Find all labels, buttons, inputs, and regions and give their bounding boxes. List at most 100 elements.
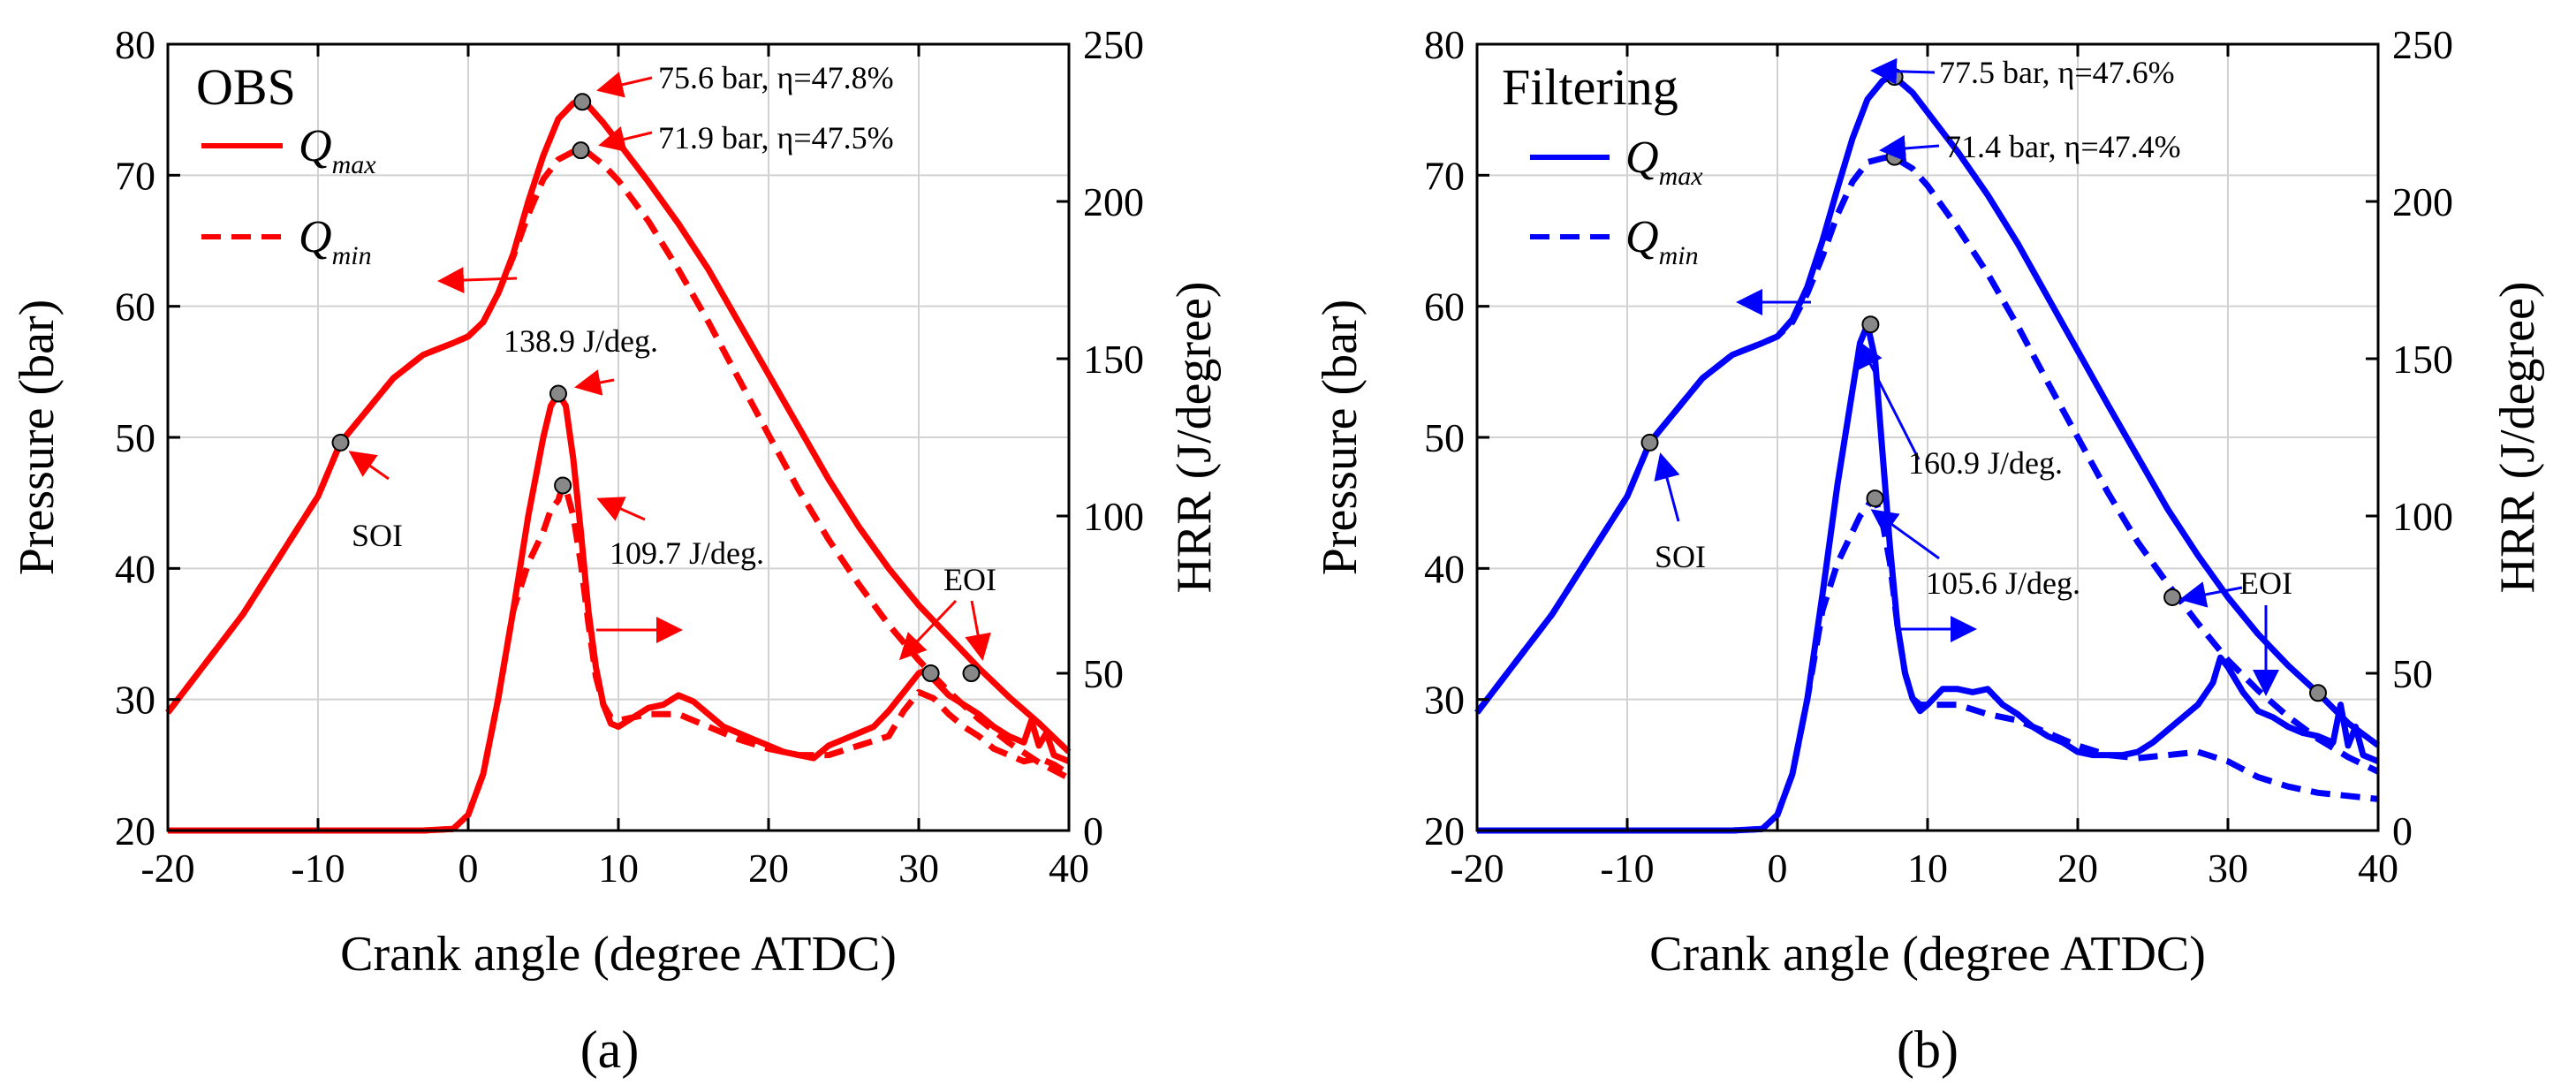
y2-tick-label: 100 xyxy=(2392,494,2453,539)
y2-tick-label: 100 xyxy=(1083,494,1144,539)
data-marker xyxy=(331,433,350,451)
data-marker xyxy=(1640,433,1659,451)
annotation-hrr-max: 160.9 J/deg. xyxy=(1908,445,2063,481)
panel-b-series xyxy=(1474,73,2381,834)
y-tick-label: 40 xyxy=(115,546,155,591)
y-tick-label: 80 xyxy=(1424,22,1465,67)
data-marker xyxy=(572,141,590,160)
annotation-peak-max: 77.5 bar, η=47.6% xyxy=(1939,55,2175,90)
arrow-hrr-max xyxy=(574,369,615,396)
x-tick-label: 10 xyxy=(598,846,639,891)
y-tick-label: 30 xyxy=(115,678,155,723)
panel-b-legend: Qmax Qmin xyxy=(1530,133,1703,270)
arrow-hrr-max xyxy=(1858,340,1921,460)
annotation-soi: SOI xyxy=(1655,539,1706,574)
x-tick-label: 0 xyxy=(1768,846,1788,891)
y2-tick-label: 200 xyxy=(2392,179,2453,224)
y-tick-label: 40 xyxy=(1424,546,1465,591)
y2-tick-label: 0 xyxy=(2392,808,2413,854)
panel-b: -20 -10 0 10 20 30 40 20 30 40 50 60 70 80 0 50 100 150 20… xyxy=(1313,22,2545,1079)
panel-a-ticks: -20 -10 0 10 20 30 40 20 30 40 50 60 70 80 0 50 100 150 20… xyxy=(115,22,1144,891)
legend-qmin-label: Qmin xyxy=(299,212,372,270)
y2-tick-label: 0 xyxy=(1083,808,1103,854)
x-tick-label: -20 xyxy=(140,846,194,891)
arrow-peak-max xyxy=(1870,57,1936,85)
arrow-eoi-2 xyxy=(965,600,991,661)
x-tick-label: 10 xyxy=(1907,846,1948,891)
arrow-soi xyxy=(348,451,390,481)
panel-b-caption: (b) xyxy=(1897,1021,1959,1079)
annotation-peak-max: 75.6 bar, η=47.8% xyxy=(658,60,894,95)
panel-a-ylabel: Pressure (bar) xyxy=(10,300,64,576)
series-line xyxy=(168,482,1071,834)
arrow-hrr-min xyxy=(596,497,646,521)
data-marker xyxy=(1866,489,1884,508)
x-tick-label: -20 xyxy=(1450,846,1504,891)
annotation-hrr-min: 109.7 J/deg. xyxy=(610,535,764,571)
y2-tick-label: 50 xyxy=(2392,651,2433,696)
x-tick-label: 20 xyxy=(748,846,789,891)
x-tick-label: 40 xyxy=(2358,846,2398,891)
y-tick-label: 50 xyxy=(115,415,155,460)
panel-a: -20 -10 0 10 20 30 40 20 30 40 50 60 70 80 0 50 100 150 20… xyxy=(10,22,1222,1079)
y2-tick-label: 250 xyxy=(1083,22,1144,67)
series-line xyxy=(1477,495,2379,834)
arrow-peak-max xyxy=(596,72,653,98)
panel-b-y2label: HRR (J/degree) xyxy=(2490,281,2545,593)
annotation-soi: SOI xyxy=(352,518,403,553)
x-tick-label: 30 xyxy=(2208,846,2248,891)
y-tick-label: 30 xyxy=(1424,678,1465,723)
panel-a-caption: (a) xyxy=(580,1021,640,1079)
panel-b-annotations: 77.5 bar, η=47.6% 71.4 bar, η=47.4% 160.… xyxy=(1654,55,2292,696)
panel-b-xlabel: Crank angle (degree ATDC) xyxy=(1649,927,2206,982)
annotation-peak-min: 71.9 bar, η=47.5% xyxy=(658,120,894,156)
panel-a-markers xyxy=(331,93,981,682)
x-tick-label: 20 xyxy=(2057,846,2098,891)
legend-qmax-label: Qmax xyxy=(299,121,376,179)
y2-tick-label: 200 xyxy=(1083,179,1144,224)
y2-tick-label: 150 xyxy=(2392,337,2453,382)
data-marker xyxy=(573,93,592,111)
series-line xyxy=(168,391,1071,834)
annotation-peak-min: 71.4 bar, η=47.4% xyxy=(1945,129,2181,164)
panel-b-title: Filtering xyxy=(1502,58,1678,116)
annotation-eoi: EOI xyxy=(943,562,996,597)
y-tick-label: 80 xyxy=(115,22,155,67)
arrow-soi xyxy=(1654,452,1680,522)
data-marker xyxy=(554,476,572,495)
legend-qmax-label: Qmax xyxy=(1625,133,1703,191)
panel-a-annotations: 75.6 bar, η=47.8% 71.9 bar, η=47.5% 138.… xyxy=(348,60,996,661)
panel-b-grid xyxy=(1476,43,2379,831)
y-tick-label: 20 xyxy=(1424,808,1465,854)
x-tick-label: -10 xyxy=(291,846,345,891)
panel-a-title: OBS xyxy=(196,58,296,116)
arrow-eoi-1 xyxy=(2179,581,2243,608)
panel-a-legend: Qmax Qmin xyxy=(201,121,376,270)
panel-a-xlabel: Crank angle (degree ATDC) xyxy=(340,927,897,982)
annotation-eoi: EOI xyxy=(2239,565,2292,601)
legend-qmin-label: Qmin xyxy=(1625,212,1699,270)
y-tick-label: 50 xyxy=(1424,415,1465,460)
panel-a-y2label: HRR (J/degree) xyxy=(1167,281,1222,593)
data-marker xyxy=(921,664,940,682)
data-marker xyxy=(962,664,981,682)
y-tick-label: 20 xyxy=(115,808,155,854)
y2-tick-label: 250 xyxy=(2392,22,2453,67)
x-tick-label: 0 xyxy=(458,846,479,891)
y2-tick-label: 150 xyxy=(1083,337,1144,382)
data-marker xyxy=(549,384,567,403)
x-tick-label: -10 xyxy=(1600,846,1654,891)
arrow-eoi-1 xyxy=(898,599,958,661)
arrow-pressure-axis xyxy=(437,267,518,294)
data-marker xyxy=(2163,588,2182,606)
data-marker xyxy=(1885,148,1904,166)
data-marker xyxy=(1861,315,1880,334)
y-tick-label: 60 xyxy=(1424,285,1465,330)
y-tick-label: 60 xyxy=(115,285,155,330)
series-line xyxy=(1474,154,2380,775)
x-tick-label: 30 xyxy=(898,846,939,891)
arrow-peak-min xyxy=(598,126,653,153)
x-tick-label: 40 xyxy=(1049,846,1089,891)
panel-b-ticks: -20 -10 0 10 20 30 40 20 30 40 50 60 70 80 0 50 100 150 20… xyxy=(1424,22,2453,891)
